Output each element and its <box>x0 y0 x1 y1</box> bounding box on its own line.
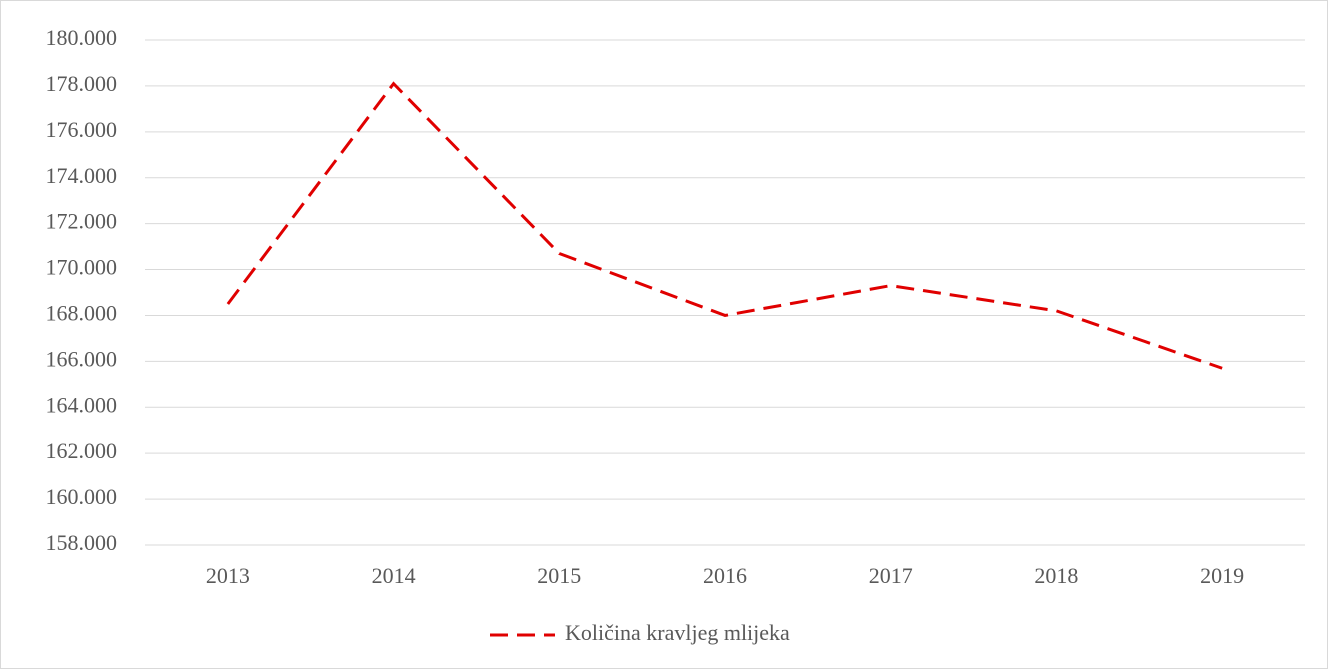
data-line <box>226 81 1223 370</box>
x-tick-label: 2017 <box>869 563 913 588</box>
x-tick-label: 2013 <box>206 563 250 588</box>
y-tick-label: 176.000 <box>46 117 118 142</box>
y-tick-label: 164.000 <box>46 392 118 417</box>
x-tick-label: 2019 <box>1200 563 1244 588</box>
y-tick-label: 172.000 <box>46 209 118 234</box>
x-tick-label: 2015 <box>537 563 581 588</box>
y-tick-label: 178.000 <box>46 71 118 96</box>
x-tick-label: 2018 <box>1034 563 1078 588</box>
x-tick-label: 2016 <box>703 563 747 588</box>
y-tick-label: 170.000 <box>46 255 118 280</box>
y-tick-label: 174.000 <box>46 163 118 188</box>
y-tick-label: 166.000 <box>46 346 118 371</box>
y-tick-label: 168.000 <box>46 301 118 326</box>
legend-label: Količina kravljeg mlijeka <box>565 620 790 645</box>
y-tick-label: 162.000 <box>46 438 118 463</box>
y-tick-label: 160.000 <box>46 484 118 509</box>
y-tick-label: 158.000 <box>46 530 118 555</box>
x-tick-label: 2014 <box>372 563 416 588</box>
y-tick-label: 180.000 <box>46 25 118 50</box>
